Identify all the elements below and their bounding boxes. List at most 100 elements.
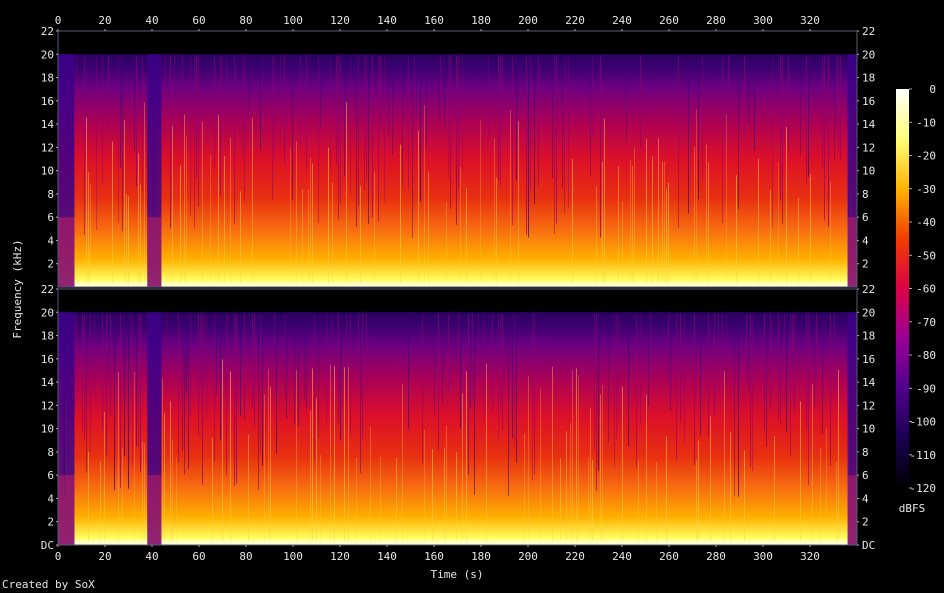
x-tick-label: 20 (98, 550, 111, 563)
y-tick-label-right: 12 (862, 141, 875, 154)
y-tick-label-right: 4 (862, 492, 869, 505)
x-axis-label: Time (s) (431, 568, 484, 581)
x-tick-label-top: 100 (283, 14, 303, 27)
quiet-segment (147, 54, 162, 287)
y-tick-label: 4 (47, 492, 54, 505)
x-tick-label: 240 (612, 550, 632, 563)
colorbar-tick-label: -70 (916, 316, 936, 329)
y-tick-label: DC (41, 539, 54, 552)
y-tick-label-right: 2 (862, 516, 869, 529)
colorbar-tick-label: -90 (916, 382, 936, 395)
x-tick-label-top: 220 (565, 14, 585, 27)
colorbar-tick-label: -30 (916, 183, 936, 196)
y-tick-label-right: 20 (862, 306, 875, 319)
x-tick-label: 60 (192, 550, 205, 563)
y-tick-label-right: 16 (862, 353, 875, 366)
colorbar-tick-label: -50 (916, 249, 936, 262)
x-tick-label-top: 300 (753, 14, 773, 27)
colorbar-tick-label: -40 (916, 216, 936, 229)
colorbar-tick-label: -100 (910, 416, 937, 429)
colorbar-tick-label: -10 (916, 116, 936, 129)
plot-frame (57, 288, 858, 546)
y-tick-label-right: 14 (862, 376, 876, 389)
colorbar-tick-label: -60 (916, 283, 936, 296)
x-tick-label-top: 260 (659, 14, 679, 27)
x-tick-label: 80 (239, 550, 252, 563)
x-tick-label-top: 140 (377, 14, 397, 27)
x-tick-label-top: 180 (471, 14, 491, 27)
y-tick-label: 22 (41, 25, 54, 38)
x-tick-label: 200 (518, 550, 538, 563)
y-tick-label: 18 (41, 330, 54, 343)
x-tick-label-top: 20 (98, 14, 111, 27)
y-tick-label-right: 14 (862, 118, 876, 131)
x-tick-label: 100 (283, 550, 303, 563)
y-tick-label: 14 (41, 376, 55, 389)
y-tick-label-right: 16 (862, 95, 875, 108)
y-tick-label: 2 (47, 258, 54, 271)
y-axis-label: Frequency (kHz) (11, 239, 24, 338)
quiet-segment (147, 312, 162, 545)
colorbar-tick-label: -120 (910, 482, 937, 495)
y-tick-label-right: 20 (862, 48, 875, 61)
y-tick-label: 10 (41, 165, 54, 178)
x-tick-label-top: 240 (612, 14, 632, 27)
colorbar: 0 -10 -20 -30 -40 -50 -60 -70 -80 -90 -100 -110 -120 (896, 83, 936, 495)
y-tick-label: 12 (41, 141, 54, 154)
x-tick-label-top: 0 (55, 14, 62, 27)
y-tick-label: 6 (47, 469, 54, 482)
x-tick-label: 140 (377, 550, 397, 563)
x-tick-label: 260 (659, 550, 679, 563)
y-tick-label: 12 (41, 399, 54, 412)
x-tick-label-top: 160 (424, 14, 444, 27)
y-tick-label-right: 18 (862, 72, 875, 85)
colorbar-tick-label: -20 (916, 150, 936, 163)
y-tick-label-right: 8 (862, 446, 869, 459)
y-tick-label-right: 12 (862, 399, 875, 412)
x-tick-label: 320 (800, 550, 820, 563)
y-tick-label: 16 (41, 95, 54, 108)
x-tick-label-top: 80 (239, 14, 252, 27)
y-tick-label: 20 (41, 306, 54, 319)
y-tick-label: 16 (41, 353, 54, 366)
x-tick-label-top: 60 (192, 14, 205, 27)
x-tick-label: 160 (424, 550, 444, 563)
x-tick-label: 280 (706, 550, 726, 563)
y-tick-label-right: 4 (862, 234, 869, 247)
x-tick-label-top: 320 (800, 14, 820, 27)
y-tick-label-right: 22 (862, 283, 875, 296)
created-by-credit: Created by SoX (2, 578, 95, 591)
quiet-segment (847, 312, 857, 545)
quiet-segment (847, 54, 857, 287)
y-tick-label-right: DC (862, 539, 875, 552)
y-tick-label-right: 22 (862, 25, 875, 38)
x-tick-label-top: 120 (330, 14, 350, 27)
y-tick-label: 2 (47, 516, 54, 529)
colorbar-tick-label: -80 (916, 349, 936, 362)
y-tick-label-right: 6 (862, 469, 869, 482)
y-tick-label: 8 (47, 188, 54, 201)
x-tick-label-top: 40 (145, 14, 158, 27)
x-tick-label: 300 (753, 550, 773, 563)
x-tick-label-top: 280 (706, 14, 726, 27)
x-tick-label: 180 (471, 550, 491, 563)
x-tick-label-top: 200 (518, 14, 538, 27)
y-tick-label-right: 10 (862, 423, 875, 436)
spectrogram-body (58, 312, 857, 545)
quiet-segment (58, 54, 75, 287)
spectrogram-texture (58, 312, 857, 545)
y-tick-label-right: 18 (862, 330, 875, 343)
colorbar-label: dBFS (899, 502, 926, 515)
x-tick-label: 220 (565, 550, 585, 563)
y-tick-label: 10 (41, 423, 54, 436)
y-tick-label-right: 8 (862, 188, 869, 201)
quiet-segment (58, 312, 75, 545)
y-tick-label-right: 6 (862, 211, 869, 224)
colorbar-tick-label: 0 (929, 83, 936, 96)
y-tick-label: 14 (41, 118, 55, 131)
colorbar-gradient (896, 89, 909, 488)
plot-frame (57, 30, 858, 288)
